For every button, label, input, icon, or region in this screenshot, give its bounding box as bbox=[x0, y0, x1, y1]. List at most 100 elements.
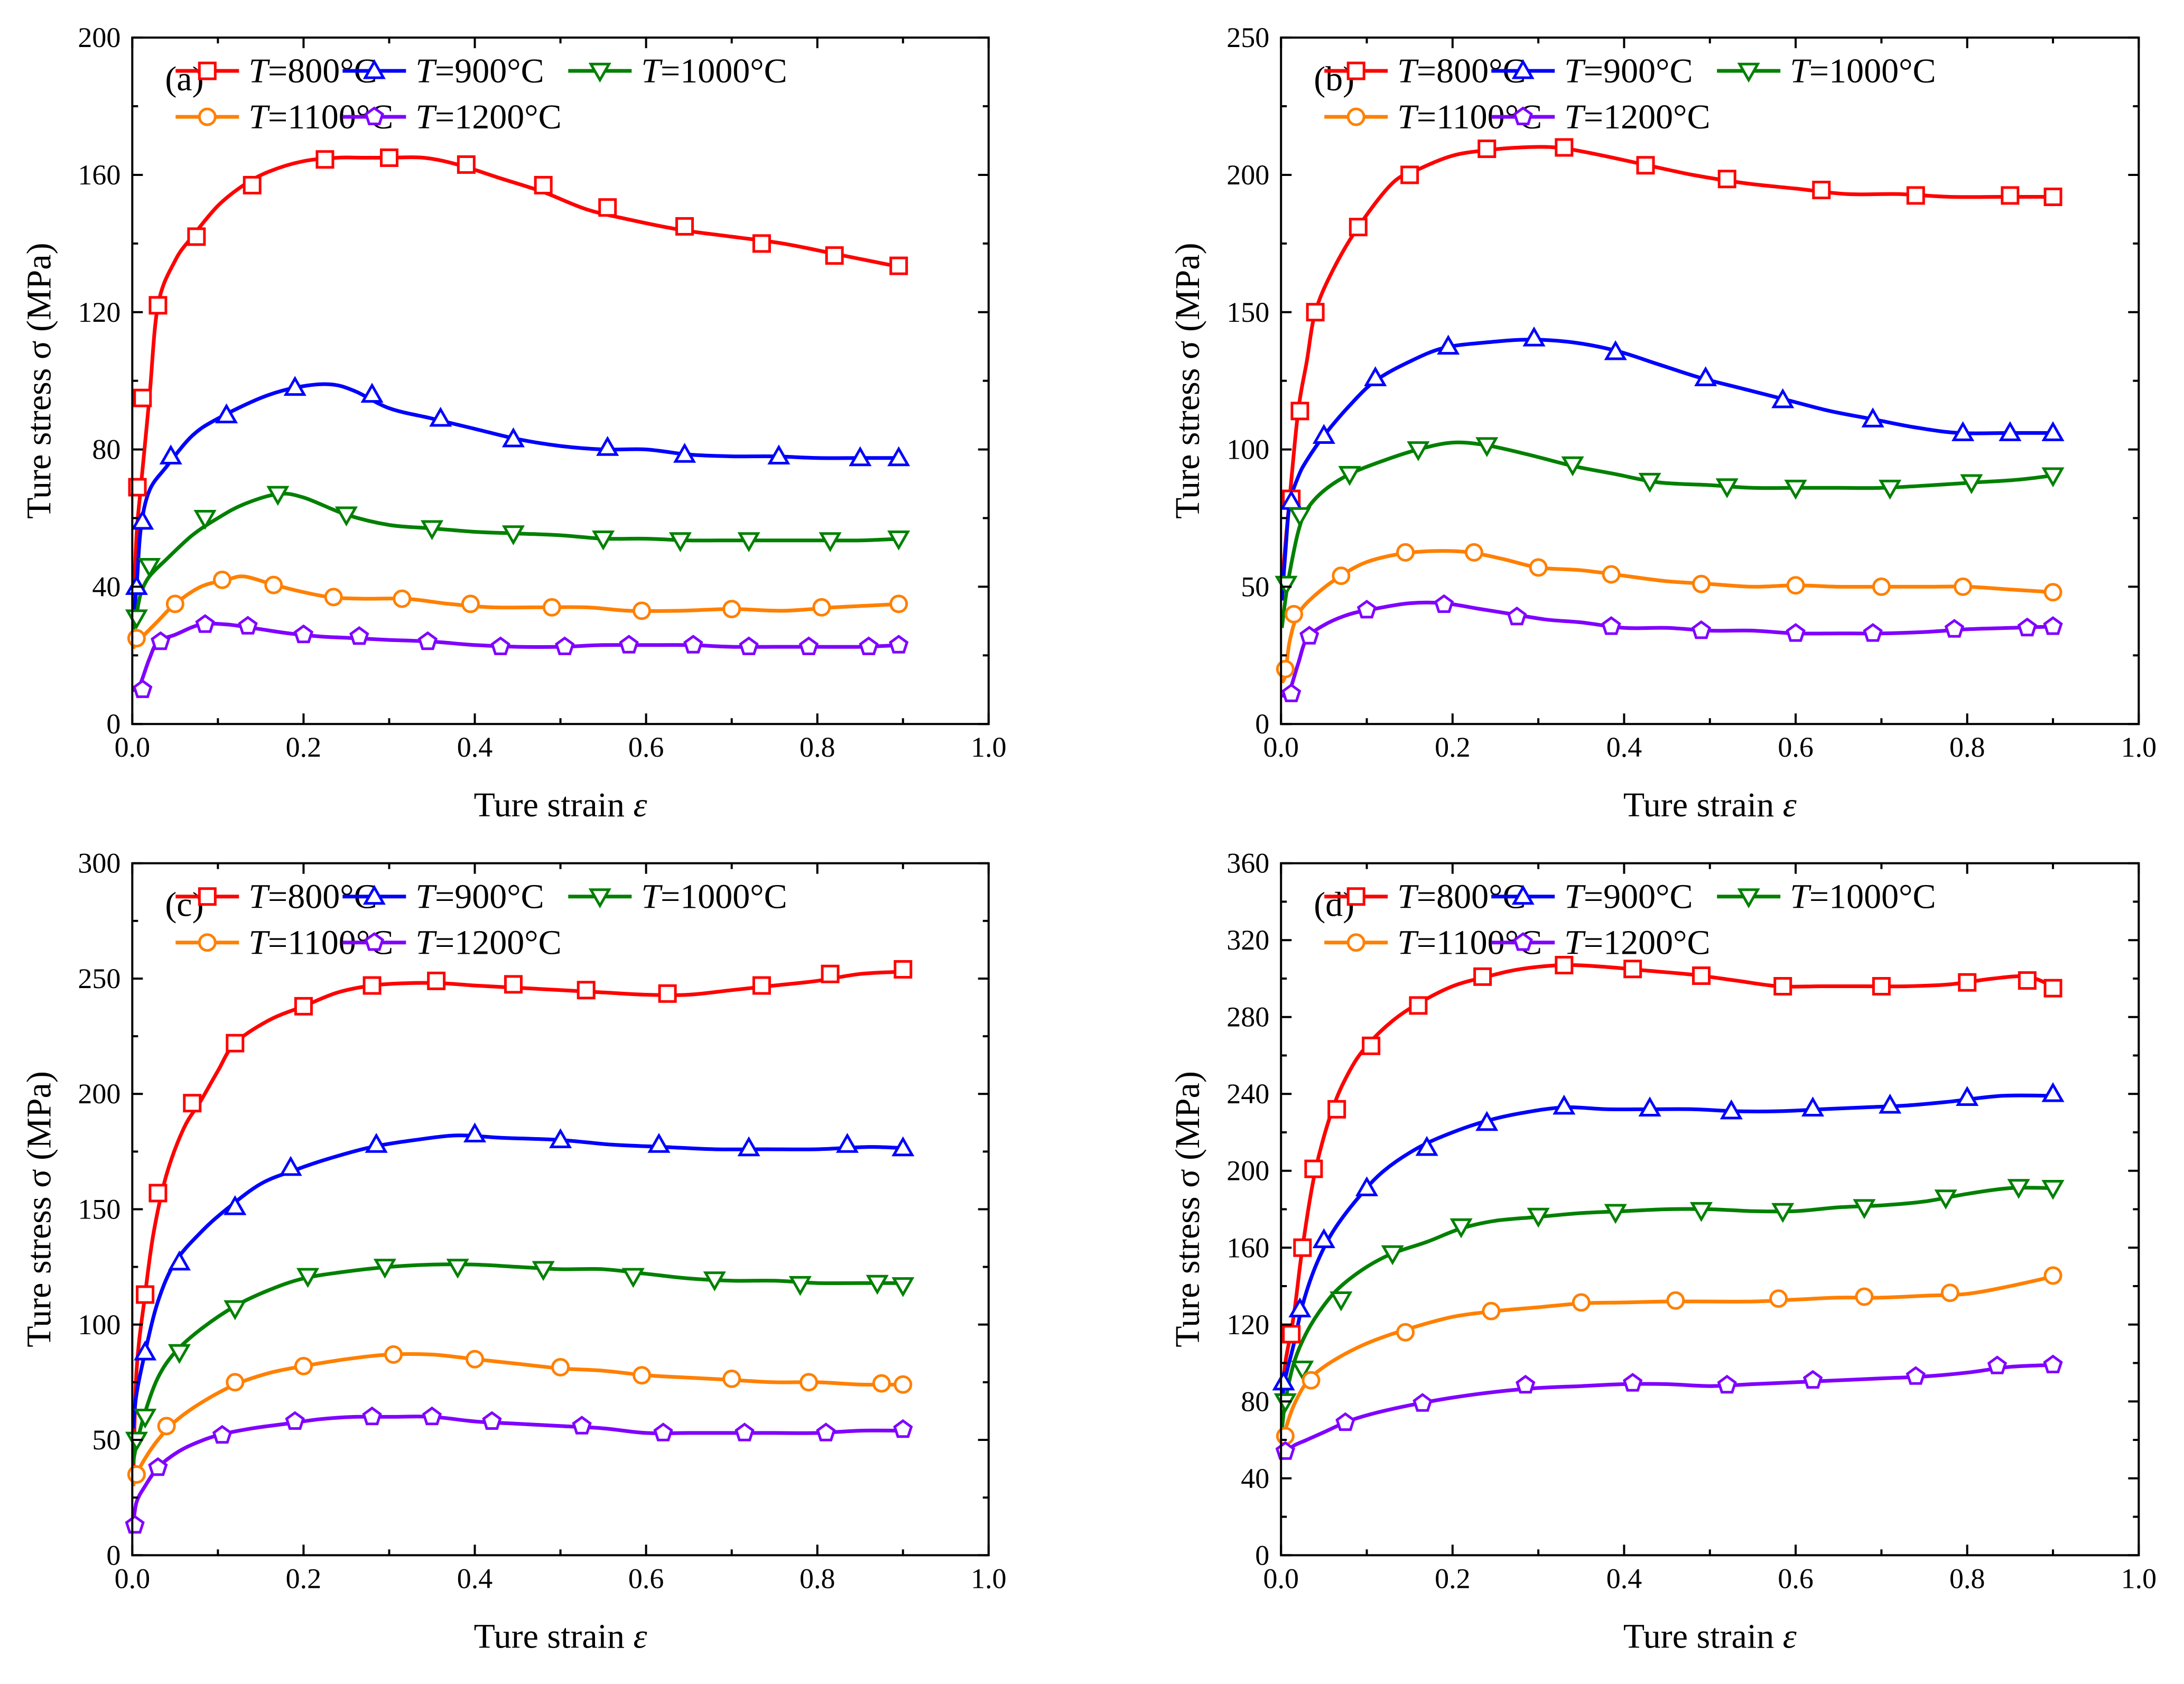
data-point-2-4-7 bbox=[572, 1416, 592, 1435]
data-point-1-0-2 bbox=[1306, 303, 1325, 322]
x-tick-label: 0.8 bbox=[800, 731, 835, 763]
y-tick-label: 250 bbox=[78, 963, 120, 994]
series-line-3-2 bbox=[1281, 1186, 2053, 1431]
data-point-3-1-7 bbox=[1638, 1096, 1661, 1117]
data-point-2-3-0 bbox=[127, 1465, 146, 1484]
data-point-2-2-8 bbox=[621, 1268, 645, 1288]
data-point-0-4-3 bbox=[238, 616, 258, 635]
data-point-3-2-4 bbox=[1449, 1218, 1473, 1239]
data-point-2-2-1 bbox=[134, 1408, 157, 1429]
x-tick-label: 1.0 bbox=[971, 1562, 1007, 1594]
data-point-1-2-9 bbox=[1879, 479, 1902, 500]
data-point-1-4-2 bbox=[1356, 600, 1377, 619]
plot-frame bbox=[131, 862, 990, 1557]
y-axis-title: Ture stress σ (MPa) bbox=[20, 243, 58, 519]
data-point-2-2-3 bbox=[224, 1300, 247, 1320]
data-point-2-2-2 bbox=[168, 1344, 191, 1364]
data-point-2-3-6 bbox=[551, 1358, 570, 1377]
data-point-3-2-3 bbox=[1381, 1245, 1404, 1266]
data-point-2-3-10 bbox=[872, 1374, 891, 1393]
data-point-0-4-5 bbox=[349, 626, 369, 645]
data-point-2-2-0 bbox=[125, 1431, 148, 1452]
data-point-3-1-1 bbox=[1288, 1297, 1312, 1318]
series-line-1-3 bbox=[1281, 549, 2053, 684]
x-axis-title: Ture strain ε bbox=[474, 786, 647, 824]
data-point-3-1-12 bbox=[2041, 1082, 2065, 1102]
data-point-0-3-5 bbox=[393, 589, 412, 608]
legend-marker bbox=[1346, 887, 1365, 906]
series-line-3-3 bbox=[1281, 1274, 2053, 1448]
y-tick-label: 200 bbox=[1226, 159, 1269, 191]
data-point-0-4-12 bbox=[798, 636, 819, 655]
data-point-3-4-3 bbox=[1516, 1374, 1536, 1394]
data-point-1-4-5 bbox=[1601, 616, 1621, 635]
legend-marker bbox=[1513, 106, 1533, 125]
data-point-3-0-12 bbox=[1958, 973, 1977, 992]
data-point-2-2-12 bbox=[891, 1277, 915, 1297]
data-point-1-4-4 bbox=[1507, 606, 1527, 626]
legend-item: T=900°C bbox=[342, 52, 544, 90]
y-tick-label: 250 bbox=[1226, 22, 1269, 53]
data-point-1-0-9 bbox=[1812, 181, 1831, 200]
data-point-1-1-4 bbox=[1522, 326, 1546, 347]
y-tick-label: 40 bbox=[92, 571, 120, 602]
data-point-3-4-7 bbox=[1906, 1366, 1926, 1385]
data-point-3-4-9 bbox=[2043, 1354, 2063, 1373]
y-tick-label: 0 bbox=[1255, 1539, 1269, 1571]
data-point-3-0-14 bbox=[2043, 979, 2062, 998]
x-axis-title: Ture strain ε bbox=[1623, 1617, 1797, 1655]
legend-label: T=1000°C bbox=[641, 52, 787, 90]
data-point-2-2-9 bbox=[703, 1271, 726, 1291]
data-point-2-0-12 bbox=[894, 960, 913, 979]
data-point-0-1-7 bbox=[501, 427, 525, 448]
data-point-3-1-3 bbox=[1355, 1176, 1379, 1196]
legend-item: T=800°C bbox=[175, 878, 377, 916]
series-line-1-0 bbox=[1281, 145, 2053, 587]
data-point-0-3-9 bbox=[722, 600, 741, 619]
data-point-3-2-8 bbox=[1771, 1203, 1795, 1223]
data-point-2-0-1 bbox=[148, 1184, 168, 1203]
data-point-0-4-11 bbox=[739, 636, 759, 655]
data-point-2-3-9 bbox=[800, 1373, 819, 1392]
data-point-2-3-2 bbox=[226, 1373, 245, 1392]
data-point-1-1-7 bbox=[1771, 388, 1795, 408]
data-point-0-1-8 bbox=[596, 436, 619, 456]
data-point-2-3-8 bbox=[722, 1369, 741, 1388]
series-line-2-1 bbox=[132, 1133, 903, 1429]
data-point-3-2-1 bbox=[1291, 1360, 1314, 1381]
panel-label: (c) bbox=[165, 886, 203, 924]
data-point-1-1-2 bbox=[1364, 366, 1387, 386]
data-point-1-3-5 bbox=[1529, 558, 1548, 577]
data-point-0-4-9 bbox=[619, 635, 639, 654]
data-point-1-4-0 bbox=[1281, 683, 1302, 702]
legend-marker bbox=[363, 885, 386, 905]
data-point-0-1-10 bbox=[767, 444, 791, 465]
data-point-2-4-5 bbox=[422, 1406, 442, 1426]
data-point-0-1-1 bbox=[131, 509, 154, 530]
y-tick-label: 40 bbox=[1241, 1463, 1269, 1494]
data-point-2-0-9 bbox=[658, 984, 677, 1003]
data-point-0-2-10 bbox=[819, 532, 842, 552]
data-point-2-4-11 bbox=[893, 1419, 913, 1438]
legend-marker bbox=[588, 62, 611, 83]
y-tick-label: 160 bbox=[1226, 1232, 1269, 1263]
data-point-1-2-5 bbox=[1561, 456, 1584, 477]
data-point-1-2-2 bbox=[1338, 466, 1361, 486]
x-axis-title: Ture strain ε bbox=[1623, 786, 1797, 824]
legend-item: T=800°C bbox=[175, 52, 377, 90]
legend-marker bbox=[1737, 62, 1760, 83]
data-point-2-1-1 bbox=[168, 1250, 191, 1271]
x-tick-label: 0.6 bbox=[628, 731, 664, 763]
legend-marker bbox=[1346, 933, 1365, 952]
data-point-2-4-8 bbox=[653, 1422, 673, 1441]
legend-item: T=1200°C bbox=[342, 98, 562, 136]
data-point-1-3-8 bbox=[1786, 576, 1805, 595]
data-point-2-1-2 bbox=[224, 1195, 247, 1215]
data-point-0-2-0 bbox=[125, 609, 148, 630]
x-tick-label: 0.0 bbox=[115, 1562, 151, 1594]
y-tick-label: 200 bbox=[78, 22, 120, 53]
data-point-0-3-6 bbox=[461, 594, 480, 613]
data-point-3-1-11 bbox=[1956, 1086, 1979, 1106]
data-point-0-4-0 bbox=[133, 679, 153, 699]
data-point-0-3-11 bbox=[889, 594, 908, 613]
